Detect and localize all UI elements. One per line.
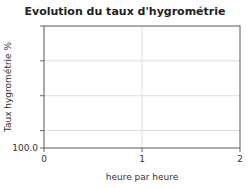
grid [44,26,240,148]
x-grid-line [142,26,143,148]
x-tick-label: 0 [41,154,47,164]
y-grid-line [44,95,240,96]
y-axis-label: Taux hygrométrie % [3,41,13,133]
chart-container: 0 1 2 100.0 Evolution du taux d'hygrométrie h… [0,0,250,188]
axes: 0 1 2 100.0 [12,26,243,164]
plot-frame [44,26,240,148]
y-tick [40,148,44,149]
chart-title: Evolution du taux d'hygrométrie [25,5,226,18]
y-tick [40,130,44,131]
y-tick [40,95,44,96]
x-axis-label: heure par heure [106,172,179,182]
y-tick [40,60,44,61]
plot-area [44,26,240,148]
y-grid-line [44,60,240,61]
y-tick-label: 100.0 [12,143,38,153]
x-tick [44,148,45,152]
chart-svg: 0 1 2 100.0 Evolution du taux d'hygrométrie h… [0,0,250,188]
x-tick [142,148,143,152]
x-tick-label: 1 [139,154,145,164]
x-tick-label: 2 [237,154,243,164]
y-grid-line [44,130,240,131]
y-tick [40,26,44,27]
x-tick [240,148,241,152]
